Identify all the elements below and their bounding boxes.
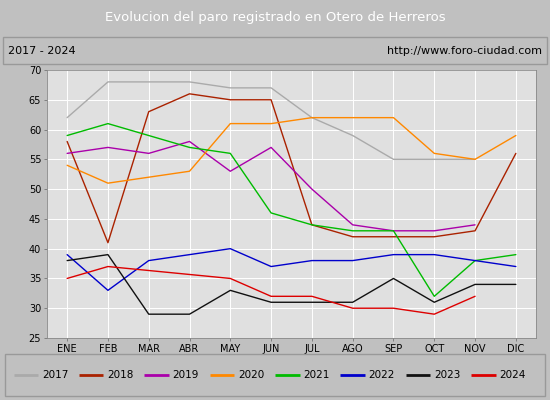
Text: 2017: 2017 — [42, 370, 68, 380]
Text: 2018: 2018 — [107, 370, 134, 380]
Text: http://www.foro-ciudad.com: http://www.foro-ciudad.com — [387, 46, 542, 56]
Text: 2019: 2019 — [173, 370, 199, 380]
Text: 2022: 2022 — [368, 370, 395, 380]
Text: Evolucion del paro registrado en Otero de Herreros: Evolucion del paro registrado en Otero d… — [104, 12, 446, 24]
Text: 2017 - 2024: 2017 - 2024 — [8, 46, 76, 56]
Text: 2023: 2023 — [434, 370, 460, 380]
Text: 2020: 2020 — [238, 370, 264, 380]
Text: 2021: 2021 — [303, 370, 329, 380]
Text: 2024: 2024 — [499, 370, 526, 380]
